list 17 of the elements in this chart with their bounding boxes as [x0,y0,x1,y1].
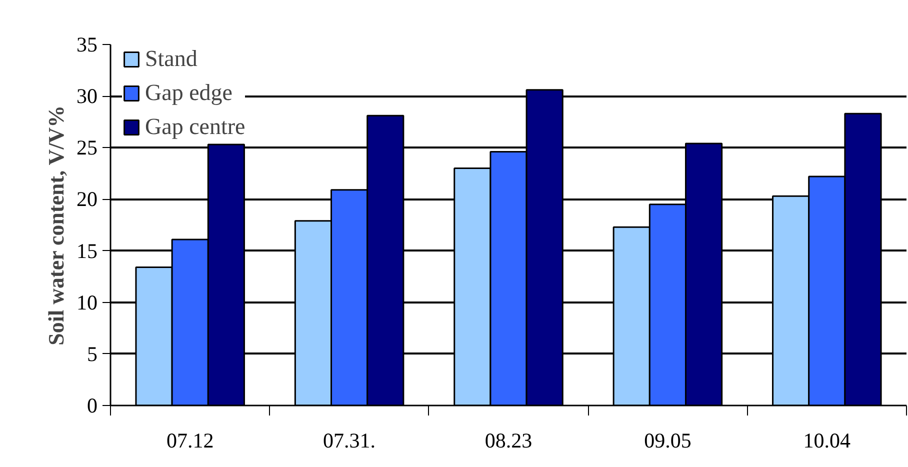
y-tick-label: 35 [76,32,98,56]
x-tick-label: 08.23 [484,428,532,452]
legend-label: Gap edge [145,80,232,106]
legend-label: Gap centre [145,114,246,140]
x-tick-label: 10.04 [803,428,852,452]
y-tick-label: 0 [87,394,98,418]
x-tick-label: 07.12 [166,428,214,452]
y-tick-label: 5 [87,342,98,366]
y-tick-label: 20 [76,187,98,212]
y-axis-title: Soil water content, V/V% [44,105,68,346]
y-tick-label: 25 [76,136,98,160]
y-tick-label: 30 [76,84,98,108]
y-tick-label: 10 [76,290,98,314]
x-tick-label: 09.05 [644,428,692,452]
y-tick-label: 15 [76,238,98,263]
x-tick-label: 07.31. [323,428,376,452]
legend-label: Stand [145,46,198,72]
